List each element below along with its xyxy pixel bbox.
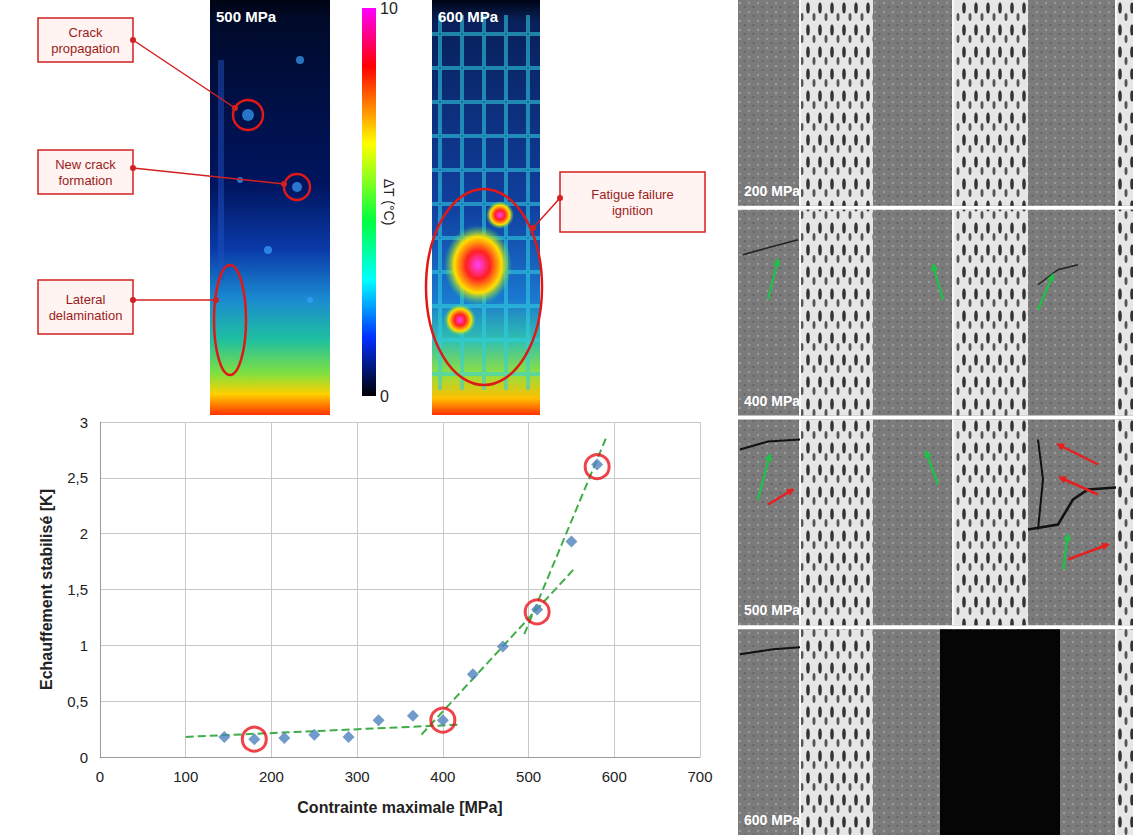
- svg-text:600: 600: [602, 768, 627, 785]
- svg-text:Contrainte maximale [MPa]: Contrainte maximale [MPa]: [297, 799, 502, 816]
- svg-text:10: 10: [380, 0, 398, 17]
- svg-text:500 MPa: 500 MPa: [744, 602, 800, 618]
- svg-text:1: 1: [80, 637, 88, 654]
- svg-text:propagation: propagation: [51, 41, 120, 56]
- svg-text:formation: formation: [58, 173, 112, 188]
- svg-text:700: 700: [687, 768, 712, 785]
- svg-text:500 MPa: 500 MPa: [216, 8, 277, 25]
- svg-text:1,5: 1,5: [67, 581, 88, 598]
- svg-text:2,5: 2,5: [67, 469, 88, 486]
- svg-text:ignition: ignition: [612, 203, 653, 218]
- svg-text:300: 300: [345, 768, 370, 785]
- svg-text:ΔT (°C): ΔT (°C): [381, 179, 397, 226]
- svg-text:0: 0: [96, 768, 104, 785]
- svg-text:Fatigue failure: Fatigue failure: [591, 187, 673, 202]
- svg-text:0: 0: [80, 749, 88, 766]
- svg-text:100: 100: [173, 768, 198, 785]
- svg-text:0: 0: [380, 388, 389, 405]
- svg-text:600 MPa: 600 MPa: [744, 812, 800, 828]
- svg-text:3: 3: [80, 414, 88, 431]
- svg-text:Crack: Crack: [69, 25, 103, 40]
- svg-text:200: 200: [259, 768, 284, 785]
- svg-text:400: 400: [430, 768, 455, 785]
- svg-text:2: 2: [80, 525, 88, 542]
- svg-text:Echauffement stabilisé [K]: Echauffement stabilisé [K]: [38, 489, 55, 690]
- svg-text:Lateral: Lateral: [66, 292, 106, 307]
- svg-text:New crack: New crack: [55, 157, 116, 172]
- svg-text:delamination: delamination: [49, 308, 123, 323]
- svg-text:0,5: 0,5: [67, 693, 88, 710]
- svg-text:500: 500: [516, 768, 541, 785]
- svg-text:600 MPa: 600 MPa: [438, 8, 499, 25]
- svg-text:200 MPa: 200 MPa: [744, 183, 800, 199]
- svg-text:400 MPa: 400 MPa: [744, 393, 800, 409]
